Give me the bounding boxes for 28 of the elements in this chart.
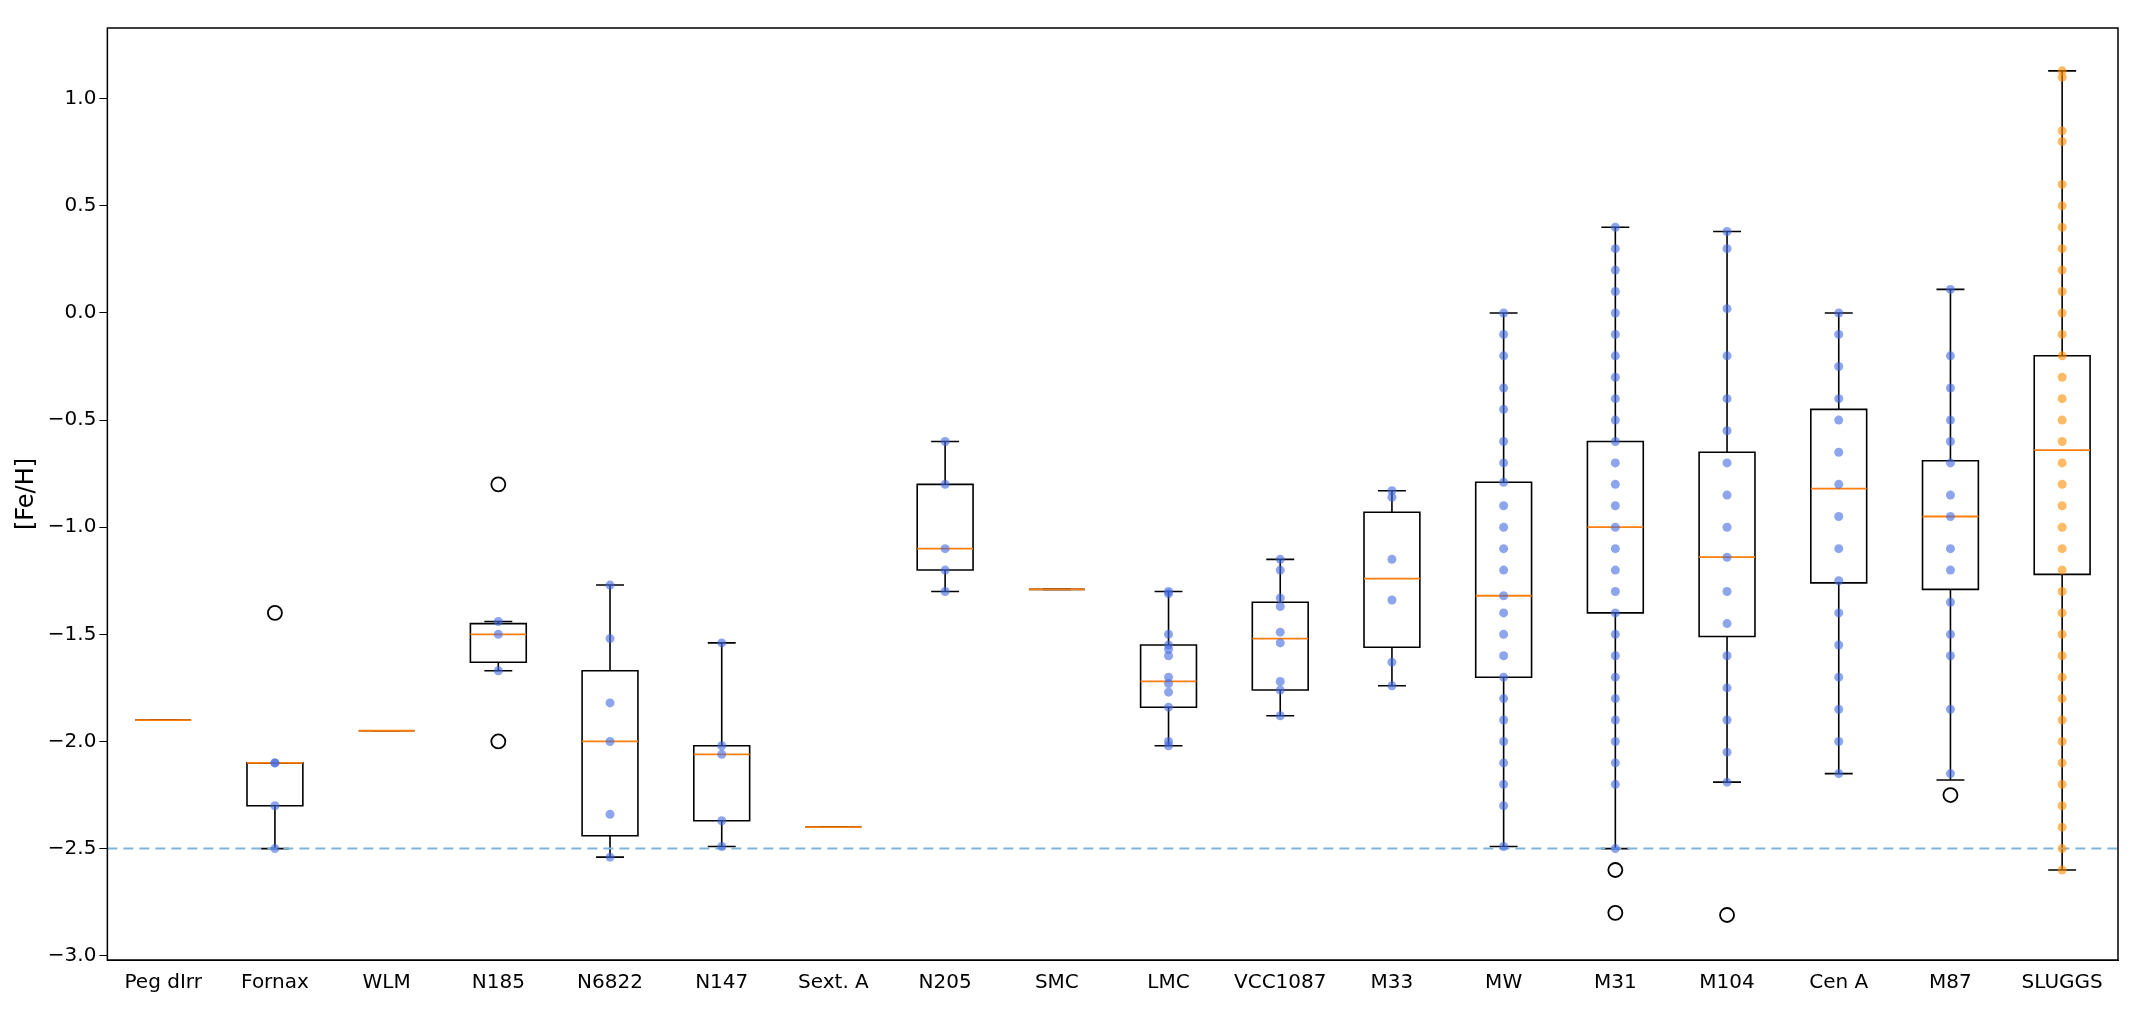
x-tick-label: LMC bbox=[1147, 969, 1190, 994]
y-tick-label: −1.0 bbox=[47, 513, 97, 538]
x-tick-label: N205 bbox=[918, 969, 972, 994]
y-tick-label: 0.0 bbox=[64, 299, 97, 324]
y-tick-label: −0.5 bbox=[47, 406, 97, 431]
y-axis-title: [Fe/H] bbox=[10, 457, 39, 531]
x-tick-label: Sext. A bbox=[798, 969, 870, 994]
x-tick-label: Fornax bbox=[241, 969, 309, 994]
x-tick-label: M104 bbox=[1699, 969, 1755, 994]
y-tick-label: −2.5 bbox=[47, 834, 97, 859]
x-tick-label: WLM bbox=[362, 969, 411, 994]
y-tick-label: −2.0 bbox=[47, 727, 97, 752]
y-tick-label: 1.0 bbox=[64, 84, 97, 109]
x-tick-label: SLUGGS bbox=[2021, 969, 2103, 994]
y-tick-label: 0.5 bbox=[64, 192, 97, 217]
x-tick-label: Peg dIrr bbox=[124, 969, 203, 994]
y-tick-label: −3.0 bbox=[47, 941, 97, 966]
x-tick-label: M33 bbox=[1370, 969, 1414, 994]
x-tick-label: MW bbox=[1485, 969, 1523, 994]
x-tick-label: N6822 bbox=[577, 969, 643, 994]
x-tick-label: N185 bbox=[471, 969, 525, 994]
x-tick-label: VCC1087 bbox=[1233, 969, 1327, 994]
x-tick-label: SMC bbox=[1034, 969, 1079, 994]
x-tick-label: M87 bbox=[1929, 969, 1972, 994]
x-tick-label: Cen A bbox=[1809, 969, 1869, 994]
y-tick-label: −1.5 bbox=[47, 620, 97, 645]
x-tick-label: M31 bbox=[1593, 969, 1637, 994]
x-tick-label: N147 bbox=[695, 969, 749, 994]
